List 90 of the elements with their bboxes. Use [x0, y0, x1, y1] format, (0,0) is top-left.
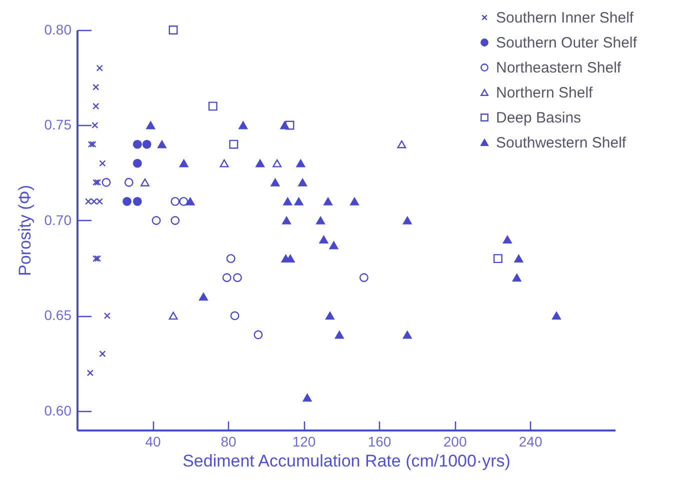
- point: [142, 140, 152, 149]
- point: [552, 312, 561, 320]
- point: [92, 102, 100, 110]
- point: [283, 197, 292, 206]
- point: [92, 179, 100, 186]
- y-tick-label: 0.60: [44, 402, 72, 418]
- point: [99, 160, 106, 167]
- point: [282, 216, 292, 224]
- point: [514, 254, 524, 263]
- point: [254, 330, 263, 340]
- point: [493, 254, 502, 264]
- point: [232, 273, 242, 282]
- point: [132, 196, 142, 206]
- point: [132, 158, 142, 168]
- point: [296, 159, 306, 168]
- point: [168, 312, 178, 320]
- x-tick-label: 80: [220, 434, 237, 450]
- point: [140, 178, 150, 186]
- point: [208, 102, 218, 111]
- point: [96, 198, 103, 205]
- point: [285, 120, 294, 130]
- point: [298, 178, 308, 186]
- point: [502, 236, 512, 244]
- point: [280, 121, 290, 130]
- point: [319, 236, 328, 244]
- point: [132, 140, 142, 149]
- x-tick-label: 120: [292, 434, 316, 450]
- x-tick-label: 240: [518, 434, 542, 450]
- point: [222, 273, 232, 282]
- point: [226, 254, 236, 264]
- point: [90, 140, 96, 148]
- y-tick-label: 0.65: [44, 307, 72, 324]
- point: [397, 140, 406, 148]
- point: [324, 197, 333, 206]
- point: [199, 292, 208, 301]
- point: [272, 159, 282, 168]
- point: [350, 197, 359, 206]
- point: [94, 255, 102, 262]
- point: [104, 312, 111, 320]
- point: [92, 255, 100, 262]
- point: [168, 26, 178, 34]
- point: [229, 140, 238, 149]
- point: [124, 178, 134, 187]
- point: [256, 159, 265, 168]
- point: [122, 196, 132, 206]
- point: [102, 178, 111, 187]
- point: [170, 196, 180, 206]
- legend-label: Deep Basins: [496, 110, 582, 126]
- legend-label: Southwestern Shelf: [496, 134, 627, 152]
- point: [325, 312, 334, 320]
- point: [329, 241, 338, 250]
- point: [85, 198, 92, 205]
- y-tick-label: 0.70: [44, 212, 72, 228]
- point: [270, 178, 280, 186]
- point: [186, 197, 195, 206]
- legend-label: Northern Shelf: [496, 84, 594, 102]
- point: [334, 330, 344, 339]
- x-tick-label: 160: [368, 434, 392, 450]
- point: [96, 64, 103, 72]
- point: [179, 159, 188, 168]
- point: [157, 140, 166, 148]
- point: [402, 330, 412, 339]
- legend-label: Northeastern Shelf: [496, 60, 622, 76]
- point: [146, 121, 156, 130]
- point: [170, 216, 180, 225]
- legend-label: Southern Outer Shelf: [496, 34, 638, 52]
- x-axis-title: Sediment Accumulation Rate (cm/1000·yrs): [182, 452, 510, 470]
- point: [92, 84, 100, 90]
- point: [359, 273, 368, 282]
- point: [90, 198, 98, 205]
- y-tick-label: 0.75: [44, 116, 72, 133]
- point: [179, 196, 188, 206]
- point: [88, 140, 94, 148]
- point: [402, 216, 412, 224]
- point: [238, 121, 248, 130]
- point: [512, 274, 522, 282]
- point: [152, 216, 161, 225]
- point: [94, 179, 102, 186]
- point: [230, 311, 240, 320]
- point: [294, 197, 304, 206]
- legend-label: Southern Inner Shelf: [496, 10, 634, 26]
- y-axis-title: Porosity (Φ): [15, 184, 34, 276]
- point: [302, 394, 312, 402]
- point: [86, 370, 94, 376]
- x-tick-label: 40: [145, 434, 162, 450]
- point: [220, 159, 229, 168]
- y-tick-label: 0.80: [44, 22, 72, 38]
- point: [316, 216, 325, 224]
- x-tick-label: 200: [443, 434, 467, 450]
- point: [99, 350, 106, 358]
